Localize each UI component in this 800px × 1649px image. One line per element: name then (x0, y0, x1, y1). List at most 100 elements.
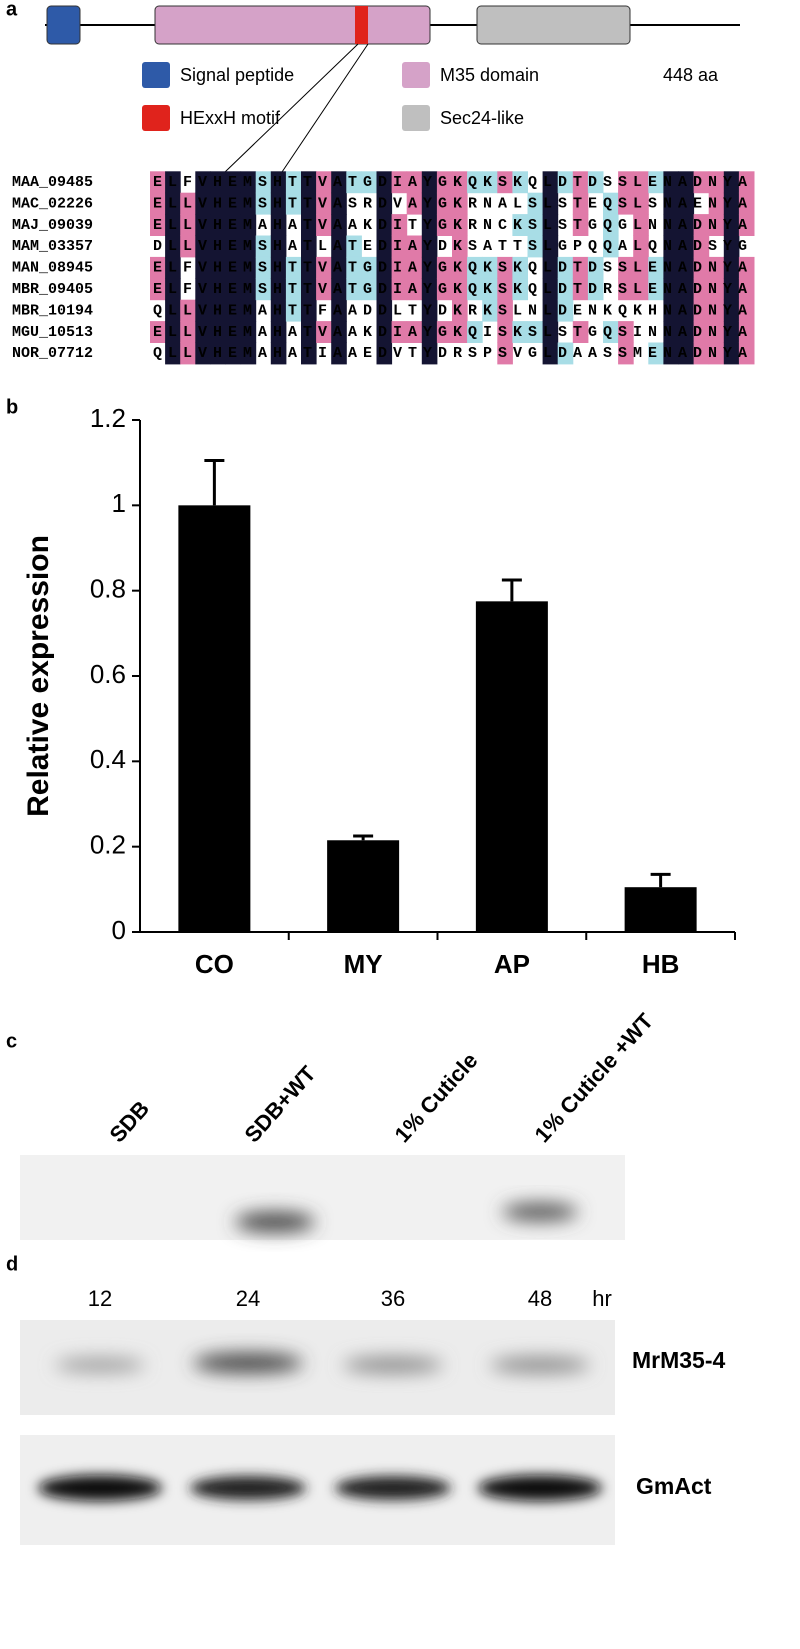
residue-shade (180, 299, 196, 322)
residue-shade (527, 235, 544, 258)
residue-shade (180, 235, 196, 258)
seq-name: MAM_03357 (12, 238, 93, 255)
residue-shade (693, 214, 710, 236)
residue-shade (618, 278, 634, 301)
residue-shade (467, 278, 483, 301)
residue-shade (452, 235, 468, 258)
residue-shade (406, 321, 423, 343)
residue-shade (482, 299, 498, 322)
residue-shade (270, 299, 287, 322)
residue-shade (572, 171, 589, 194)
legend-label: Signal peptide (180, 65, 294, 85)
residue-shade (150, 256, 166, 279)
sequence: DLLVHEMSHATLATEDIAYDKSATTSLGPQQALQNADSYG (153, 238, 753, 255)
residue-shade (497, 299, 513, 322)
sequence: ELLVHEMAHATVAAKDITYGKRNCKSLSTGQGLNNADNYA (153, 217, 753, 234)
lane-label: 1% Cuticle +WT (529, 1008, 658, 1147)
bar (327, 840, 400, 932)
residue-shade (436, 256, 453, 279)
residue-shade (663, 342, 679, 365)
residue-shade (331, 299, 347, 322)
residue-shade (436, 321, 453, 343)
length-label: 448 aa (663, 65, 719, 85)
residue-shade (452, 171, 468, 194)
bar (475, 601, 548, 932)
residue-shade (195, 192, 211, 215)
residue-shade (165, 192, 181, 215)
residue-shade (225, 256, 242, 279)
residue-shade (648, 342, 664, 365)
residue-shade (285, 299, 302, 322)
x-tick-label: MY (344, 949, 383, 979)
residue-shade (195, 214, 211, 236)
panel-label: a (6, 0, 18, 20)
residue-shade (618, 256, 634, 279)
residue-shade (527, 214, 544, 236)
residue-shade (527, 192, 544, 215)
residue-shade (165, 256, 181, 279)
domain (476, 5, 631, 45)
residue-shade (391, 214, 408, 236)
residue-shade (693, 171, 710, 194)
residue-shade (482, 171, 498, 194)
residue-shade (557, 278, 574, 301)
residue-shade (678, 171, 695, 194)
residue-shade (195, 299, 211, 322)
seq-name: MAJ_09039 (12, 217, 93, 234)
y-tick-label: 1 (112, 488, 126, 518)
residue-shade (663, 278, 679, 301)
residue-shade (527, 321, 544, 343)
residue-shade (165, 171, 181, 194)
motif (355, 6, 368, 44)
residue-shade (421, 214, 438, 236)
residue-shade (316, 256, 332, 279)
residue-shade (376, 321, 393, 343)
residue-shade (180, 342, 196, 365)
residue-shade (150, 214, 166, 236)
legend-label: HExxH motif (180, 108, 281, 128)
residue-shade (150, 192, 166, 215)
residue-shade (633, 192, 649, 215)
residue-shade (633, 214, 649, 236)
residue-shade (572, 278, 589, 301)
residue-shade (240, 256, 257, 279)
seq-name: MBR_09405 (12, 281, 93, 298)
residue-shade (738, 192, 755, 215)
residue-shade (663, 214, 679, 236)
residue-shade (663, 192, 679, 215)
lane-label: SDB (104, 1096, 154, 1147)
time-label: 12 (88, 1286, 112, 1311)
residue-shade (195, 342, 211, 365)
residue-shade (376, 171, 393, 194)
residue-shade (195, 278, 211, 301)
residue-shade (421, 192, 438, 215)
residue-shade (331, 192, 347, 215)
residue-shade (678, 235, 695, 258)
y-tick-label: 0.8 (90, 574, 126, 604)
residue-shade (331, 235, 347, 258)
time-label: 24 (236, 1286, 260, 1311)
residue-shade (301, 342, 317, 365)
residue-shade (225, 299, 242, 322)
residue-shade (376, 342, 393, 365)
residue-shade (331, 278, 347, 301)
residue-shade (301, 321, 317, 343)
legend-swatch (142, 105, 170, 131)
residue-shade (497, 256, 513, 279)
residue-shade (210, 321, 226, 343)
residue-shade (557, 171, 574, 194)
residue-shade (210, 278, 226, 301)
residue-shade (346, 256, 362, 279)
gel-bands (55, 1353, 590, 1373)
residue-shade (648, 256, 664, 279)
residue-shade (436, 171, 453, 194)
residue-shade (723, 235, 740, 258)
residue-shade (225, 342, 242, 365)
residue-shade (421, 256, 438, 279)
residue-shade (708, 278, 725, 301)
time-label: 36 (381, 1286, 405, 1311)
residue-shade (693, 299, 710, 322)
residue-shade (361, 278, 377, 301)
seq-name: MAC_02226 (12, 195, 93, 212)
residue-shade (723, 321, 740, 343)
